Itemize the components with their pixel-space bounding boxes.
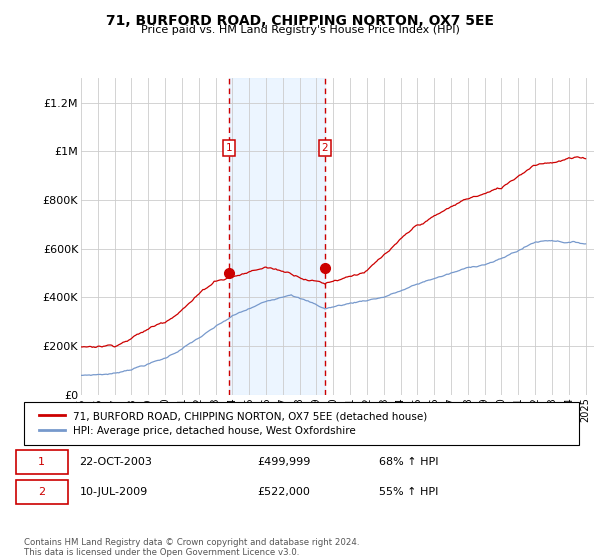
Text: 2: 2 bbox=[322, 143, 328, 153]
Text: 71, BURFORD ROAD, CHIPPING NORTON, OX7 5EE: 71, BURFORD ROAD, CHIPPING NORTON, OX7 5… bbox=[106, 14, 494, 28]
FancyBboxPatch shape bbox=[16, 480, 68, 504]
Bar bbox=[229, 78, 325, 395]
Legend: 71, BURFORD ROAD, CHIPPING NORTON, OX7 5EE (detached house), HPI: Average price,: 71, BURFORD ROAD, CHIPPING NORTON, OX7 5… bbox=[35, 407, 432, 440]
Text: £522,000: £522,000 bbox=[257, 487, 310, 497]
Text: 1: 1 bbox=[38, 457, 45, 467]
Text: 1: 1 bbox=[226, 143, 232, 153]
Text: 55% ↑ HPI: 55% ↑ HPI bbox=[379, 487, 439, 497]
Text: 22-OCT-2003: 22-OCT-2003 bbox=[79, 457, 152, 467]
Text: 68% ↑ HPI: 68% ↑ HPI bbox=[379, 457, 439, 467]
Text: 2: 2 bbox=[38, 487, 46, 497]
Text: £499,999: £499,999 bbox=[257, 457, 310, 467]
Text: 10-JUL-2009: 10-JUL-2009 bbox=[79, 487, 148, 497]
Text: Price paid vs. HM Land Registry's House Price Index (HPI): Price paid vs. HM Land Registry's House … bbox=[140, 25, 460, 35]
Text: Contains HM Land Registry data © Crown copyright and database right 2024.
This d: Contains HM Land Registry data © Crown c… bbox=[24, 538, 359, 557]
FancyBboxPatch shape bbox=[16, 450, 68, 474]
